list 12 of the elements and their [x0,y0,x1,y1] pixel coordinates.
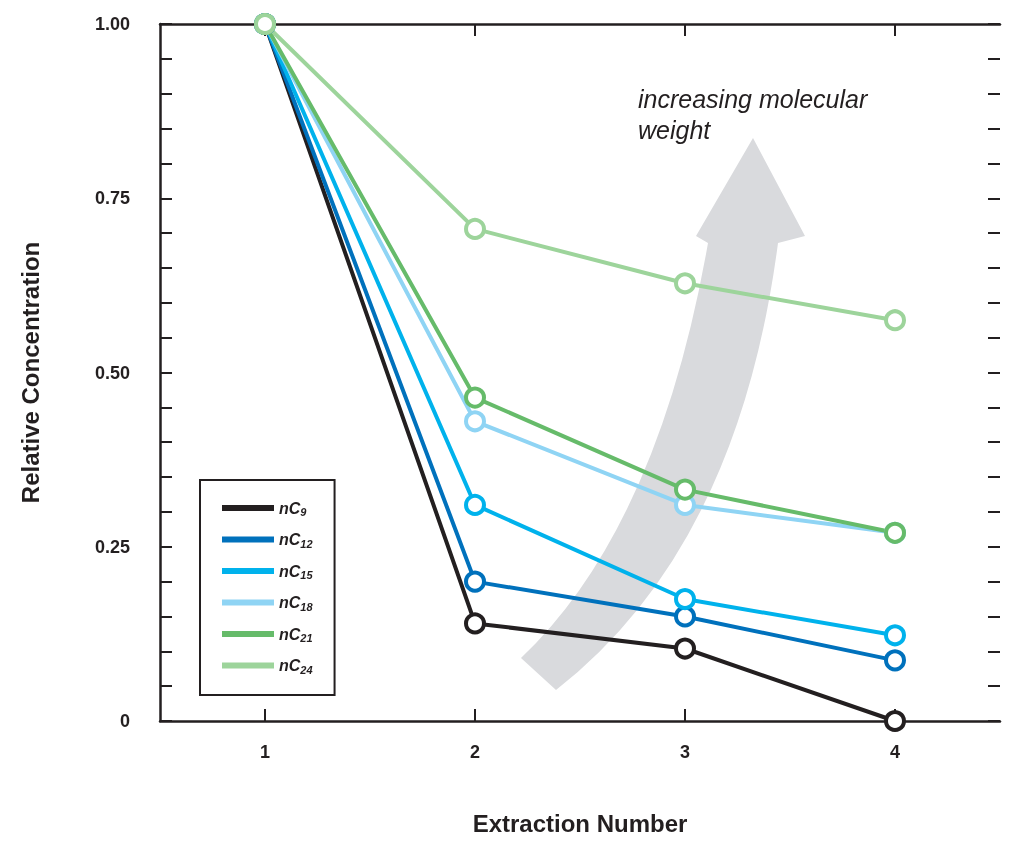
x-tick-label: 2 [469,742,481,762]
x-tick-label: 3 [679,742,691,762]
y-tick-label: 0.50 [94,362,130,383]
x-axis-title: Extraction Number [472,809,688,837]
y-tick-label: 0 [119,711,130,731]
x-tick-label: 1 [259,742,271,762]
x-tick-label: 4 [889,742,901,762]
y-tick-label: 1.00 [94,14,130,34]
y-tick-label: 0.25 [94,536,130,557]
y-tick-label: 0.75 [94,188,130,209]
annotation: increasing molecular weight [638,84,875,144]
y-axis-title: Relative Concentration [16,241,44,504]
